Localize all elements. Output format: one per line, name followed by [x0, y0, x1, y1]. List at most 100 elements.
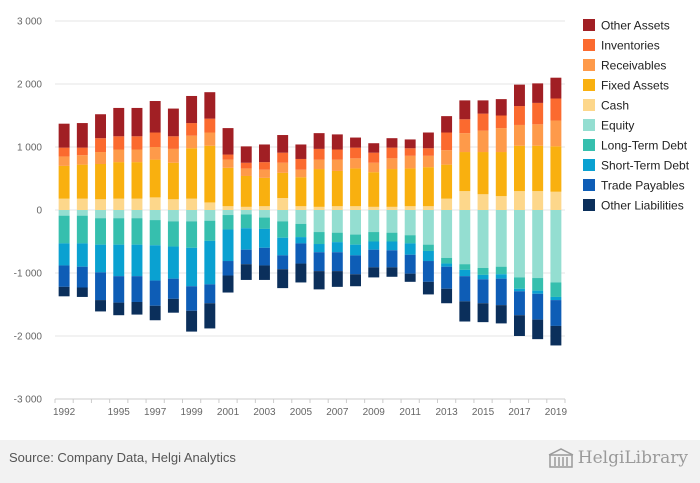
bar-receivables-2010	[386, 158, 398, 170]
bar-trade-payables-2018	[532, 293, 544, 320]
bar-inventories-2009	[368, 152, 380, 163]
bar-other-assets-1992	[58, 123, 70, 148]
bar-other-assets-2018	[532, 83, 544, 103]
source-note: Source: Company Data, Helgi Analytics	[9, 450, 236, 465]
bar-receivables-1999	[186, 135, 198, 149]
bar-trade-payables-1993	[76, 266, 88, 288]
bar-long-term-debt-2016	[495, 266, 507, 275]
bar-other-liabilities-2003	[259, 265, 270, 280]
bar-other-liabilities-2001	[222, 275, 234, 293]
bar-trade-payables-2001	[222, 261, 234, 276]
bar-fixed-assets-2017	[514, 145, 525, 192]
building-icon	[548, 448, 574, 468]
bar-cash-1999	[186, 198, 198, 210]
bar-fixed-assets-1994	[95, 164, 106, 200]
bar-fixed-assets-2006	[313, 169, 325, 207]
bar-short-term-debt-1998	[167, 246, 179, 279]
bar-inventories-2005	[295, 158, 307, 170]
bar-short-term-debt-2018	[532, 290, 544, 294]
bar-cash-2019	[550, 191, 562, 210]
y-tick-label: 1 000	[17, 143, 42, 154]
bar-inventories-1993	[76, 147, 88, 156]
x-tick-label: 2001	[217, 407, 240, 418]
bar-trade-payables-2010	[386, 250, 398, 268]
bar-cash-1992	[58, 198, 70, 210]
bar-inventories-1992	[58, 147, 70, 157]
bar-trade-payables-2004	[277, 255, 289, 270]
bar-other-liabilities-2008	[350, 274, 361, 287]
x-tick-label: 2013	[435, 407, 458, 418]
bar-other-liabilities-1994	[95, 300, 106, 312]
x-tick-label: 2015	[472, 407, 495, 418]
bar-trade-payables-1998	[167, 278, 179, 299]
bar-other-assets-2004	[277, 135, 289, 153]
bar-cash-2016	[495, 196, 507, 210]
bar-short-term-debt-2012	[422, 250, 434, 262]
bar-short-term-debt-2007	[331, 242, 343, 253]
bar-long-term-debt-1999	[186, 221, 198, 248]
legend-label: Other Assets	[601, 19, 670, 33]
bar-other-liabilities-2000	[204, 303, 216, 329]
y-tick-label: -2 000	[14, 332, 43, 343]
bar-long-term-debt-2005	[295, 223, 307, 238]
bar-cash-2002	[240, 206, 252, 210]
bar-equity-1994	[95, 210, 106, 219]
legend-label: Short-Term Debt	[601, 159, 690, 173]
bar-trade-payables-2000	[204, 284, 216, 304]
legend-swatch	[583, 59, 595, 71]
bar-other-assets-1995	[113, 107, 125, 137]
bar-receivables-2014	[459, 133, 471, 153]
bar-other-assets-2009	[368, 143, 380, 153]
bar-fixed-assets-1996	[131, 162, 143, 199]
bar-equity-2005	[295, 210, 307, 224]
bar-receivables-2003	[259, 169, 270, 178]
bar-fixed-assets-2007	[331, 170, 343, 207]
bar-long-term-debt-2018	[532, 278, 544, 291]
bar-other-assets-2008	[350, 137, 361, 148]
bar-inventories-2001	[222, 154, 234, 160]
bar-other-assets-2012	[422, 132, 434, 149]
bar-short-term-debt-2017	[514, 288, 525, 292]
balance-sheet-chart: -3 000 -2 000 -1 000 0 1 000 2 000 3 000 1992 19…	[14, 17, 690, 419]
bar-equity-2012	[422, 210, 434, 245]
bar-long-term-debt-2013	[441, 257, 453, 264]
bars	[58, 77, 562, 346]
bar-inventories-2002	[240, 162, 252, 169]
bar-inventories-2012	[422, 148, 434, 156]
bar-fixed-assets-1995	[113, 162, 125, 199]
bar-short-term-debt-1995	[113, 244, 125, 277]
bar-other-assets-2011	[404, 139, 416, 149]
bar-other-assets-2016	[495, 99, 507, 116]
bar-other-assets-2013	[441, 116, 453, 133]
bar-receivables-2012	[422, 155, 434, 168]
bar-inventories-2007	[331, 149, 343, 160]
bar-trade-payables-1999	[186, 286, 198, 311]
bar-other-liabilities-2005	[295, 263, 307, 283]
bar-long-term-debt-2014	[459, 264, 471, 270]
bar-inventories-2015	[477, 113, 489, 131]
bar-trade-payables-2014	[459, 276, 471, 302]
bar-short-term-debt-2014	[459, 269, 471, 277]
bar-equity-2009	[368, 210, 380, 233]
bar-fixed-assets-2013	[441, 164, 453, 199]
x-tick-label: 2017	[508, 407, 531, 418]
bar-long-term-debt-2007	[331, 232, 343, 243]
bar-inventories-2019	[550, 98, 562, 121]
brand-logo[interactable]: HelgiLibrary	[548, 447, 688, 469]
bar-other-assets-2005	[295, 144, 307, 159]
bar-other-liabilities-2015	[477, 303, 489, 323]
bar-other-assets-1997	[149, 101, 161, 133]
bar-receivables-2005	[295, 169, 307, 178]
bar-cash-2000	[204, 202, 216, 210]
bar-other-liabilities-2017	[514, 315, 525, 336]
bar-other-liabilities-1997	[149, 305, 161, 321]
bar-equity-2006	[313, 210, 325, 233]
bar-short-term-debt-2011	[404, 243, 416, 255]
bar-long-term-debt-1994	[95, 218, 106, 245]
bar-receivables-1996	[131, 149, 143, 163]
bar-receivables-2018	[532, 124, 544, 146]
bar-inventories-1997	[149, 132, 161, 147]
bar-fixed-assets-2016	[495, 152, 507, 197]
bar-inventories-1995	[113, 136, 125, 150]
axes: -3 000 -2 000 -1 000 0 1 000 2 000 3 000 1992 19…	[14, 17, 568, 419]
